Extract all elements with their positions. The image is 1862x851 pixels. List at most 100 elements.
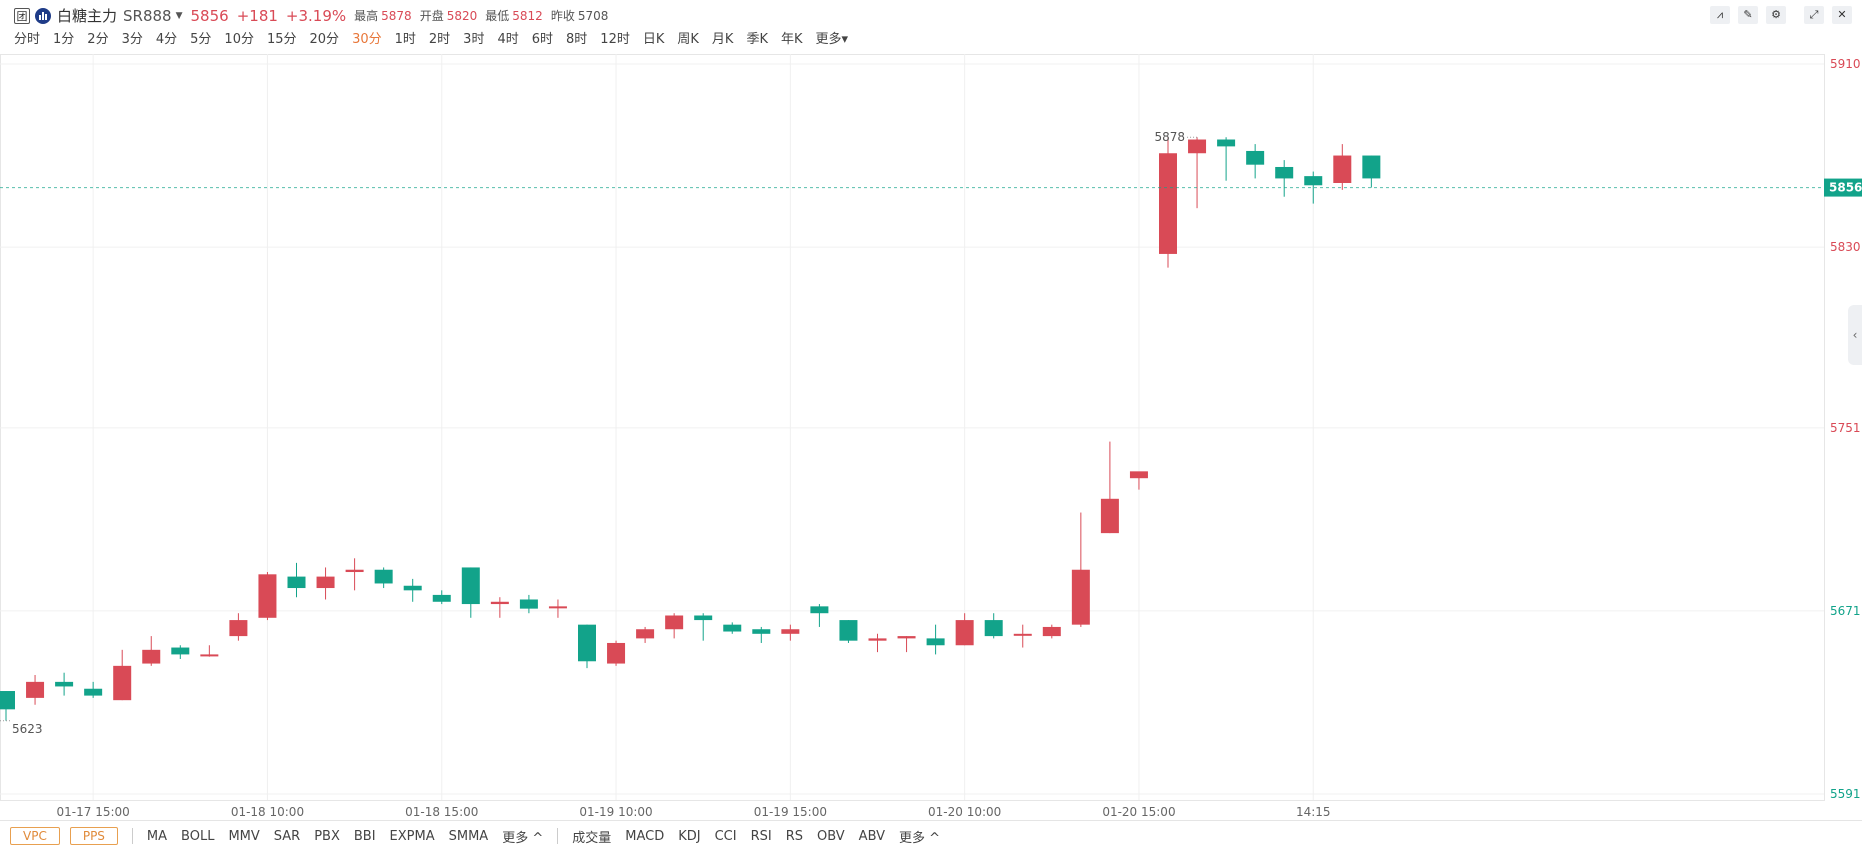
period-tab[interactable]: 季K — [746, 32, 768, 47]
candle-body — [26, 681, 45, 698]
open-value: 5820 — [446, 8, 478, 23]
period-tab[interactable]: 15分 — [266, 32, 297, 47]
divider — [557, 828, 559, 844]
main-indicator-tab[interactable]: SMMA — [448, 828, 489, 844]
period-tab[interactable]: 30分 — [352, 32, 382, 47]
sub-indicator-tab[interactable]: OBV — [817, 828, 845, 844]
candlestick-chart[interactable]: 5910 5830 5751 5671 5591 01-17 15:00 01-18 10:… — [0, 0, 1862, 820]
candle-body — [316, 576, 335, 589]
pen-icon[interactable]: ✎ — [1738, 6, 1758, 24]
main-indicator-tab[interactable]: PBX — [314, 828, 340, 844]
divider — [131, 828, 133, 844]
current-price-tag — [1824, 178, 1862, 197]
period-tab[interactable]: 2时 — [428, 32, 451, 47]
period-tab[interactable]: 月K — [711, 32, 734, 47]
main-indicator-tab[interactable]: 更多 ^ — [502, 830, 544, 846]
overlay-button-vpc[interactable]: VPC — [10, 827, 60, 845]
period-tab[interactable]: 1分 — [53, 32, 75, 47]
collapse-panel-icon[interactable]: ‹ — [1848, 305, 1862, 365]
prev-close-value: 5708 — [577, 8, 609, 23]
period-tab[interactable]: 4分 — [155, 32, 178, 47]
main-indicator-tab[interactable]: BBI — [353, 828, 376, 844]
high-label: 最高 — [354, 9, 379, 23]
period-tab[interactable]: 5分 — [190, 32, 212, 47]
candle-body — [1246, 150, 1265, 165]
x-tick-label: 01-18 10:00 — [231, 805, 304, 819]
period-tab[interactable]: 3时 — [463, 32, 485, 47]
instrument-name[interactable]: 白糖主力 — [57, 7, 118, 25]
candle-body — [287, 576, 306, 589]
sub-indicator-tab[interactable]: CCI — [714, 828, 737, 844]
sub-indicator-tab[interactable]: ABV — [858, 828, 885, 844]
chart-type-icon[interactable] — [35, 7, 51, 24]
candle-body — [229, 620, 248, 637]
line-tool-icon[interactable]: ⩘ — [1710, 6, 1730, 24]
candle-body — [1304, 176, 1323, 186]
sub-indicator-tab[interactable]: 成交量 — [572, 830, 612, 846]
sub-indicator-tab[interactable]: RS — [785, 828, 804, 844]
last-price: 5856 — [190, 6, 229, 25]
candle-body — [258, 574, 277, 618]
main-indicator-tab[interactable]: MMV — [228, 828, 260, 844]
period-tab[interactable]: 12时 — [600, 32, 630, 47]
low-label: 最低 — [485, 9, 510, 23]
high-annotation: 5878 — [1155, 130, 1186, 144]
candle-body — [461, 567, 480, 605]
fullscreen-icon[interactable]: ⤢ — [1804, 6, 1824, 24]
price-change: +181 — [236, 6, 278, 25]
period-tab[interactable]: 1时 — [394, 32, 416, 47]
sub-indicator-tab[interactable]: MACD — [625, 828, 665, 844]
price-change-pct: +3.19% — [285, 6, 347, 25]
instrument-code[interactable]: SR888 — [123, 6, 172, 25]
period-tab[interactable]: 20分 — [309, 32, 340, 47]
candle-body — [113, 665, 132, 701]
candle-body — [1159, 153, 1177, 254]
period-tab[interactable]: 2分 — [87, 32, 109, 47]
sub-indicator-tab[interactable]: KDJ — [678, 828, 701, 844]
period-tab[interactable]: 6时 — [531, 32, 554, 47]
candle-body — [578, 624, 596, 662]
candle-body — [839, 620, 858, 641]
period-tab[interactable]: 8时 — [566, 32, 588, 47]
candle-body — [1100, 498, 1119, 534]
main-indicator-tab[interactable]: BOLL — [181, 828, 215, 844]
period-tab[interactable]: 日K — [642, 32, 665, 47]
main-indicator-tab[interactable]: SAR — [273, 828, 301, 844]
period-tab[interactable]: 更多▾ — [815, 32, 849, 47]
settings-icon[interactable]: ⚙ — [1766, 6, 1786, 24]
candle-body — [84, 688, 103, 696]
x-tick-label: 14:15 — [1296, 805, 1331, 819]
period-tab[interactable]: 4时 — [497, 32, 519, 47]
chevron-down-icon[interactable]: ▼ — [175, 10, 183, 21]
candle-body — [55, 681, 74, 687]
high-value: 5878 — [381, 8, 412, 23]
candle-body — [1042, 626, 1061, 637]
period-tab[interactable]: 10分 — [224, 32, 254, 47]
candle-body — [1129, 471, 1148, 479]
x-tick-label: 01-20 10:00 — [928, 805, 1001, 819]
candle-body — [665, 615, 684, 630]
candle-body — [723, 624, 742, 632]
x-tick-label: 01-17 15:00 — [57, 805, 130, 819]
period-tab[interactable]: 分时 — [14, 32, 41, 47]
overlay-button-pps[interactable]: PPS — [69, 827, 118, 845]
candle-body — [752, 629, 771, 634]
period-tab[interactable]: 年K — [780, 32, 803, 47]
sub-indicator-tab[interactable]: RSI — [750, 828, 772, 844]
main-indicator-tab[interactable]: EXPMA — [389, 828, 435, 844]
main-indicator-tab[interactable]: MA — [146, 828, 168, 844]
candle-body — [374, 569, 393, 584]
period-tabs: 分时 1分 2分 3分 4分 5分 10分 15分 20分 30分 1时 2时 3时 4时 6时 8时 12时日… — [14, 28, 848, 50]
candle-body — [490, 601, 509, 605]
candle-body — [607, 642, 626, 664]
candle-body — [1188, 139, 1207, 154]
period-tab[interactable]: 3分 — [121, 32, 143, 47]
period-tab[interactable]: 周K — [677, 32, 699, 47]
candle-body — [1275, 166, 1294, 179]
candle-body — [142, 649, 161, 664]
candle-body — [1333, 155, 1352, 183]
x-tick-label: 01-19 10:00 — [579, 805, 652, 819]
close-icon[interactable]: ✕ — [1832, 6, 1852, 24]
group-icon[interactable]: 团 — [14, 7, 30, 24]
sub-indicator-tab[interactable]: 更多 ^ — [898, 830, 941, 846]
